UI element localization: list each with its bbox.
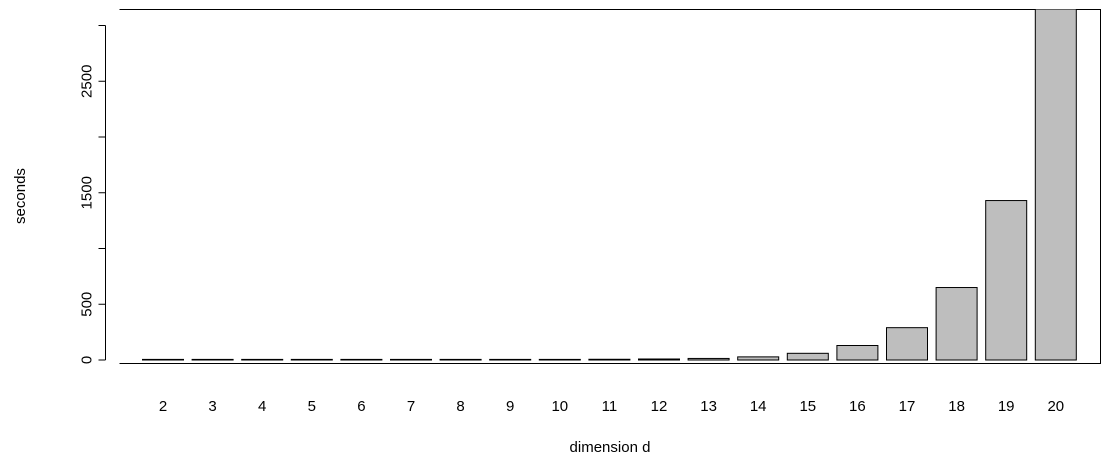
x-tick-label: 6 <box>357 398 365 415</box>
bar <box>290 358 333 361</box>
x-tick-label: 4 <box>258 398 266 415</box>
x-tick-label: 5 <box>308 398 316 415</box>
bars <box>142 9 1077 361</box>
bar <box>638 358 680 361</box>
y-tick-label: 500 <box>79 292 96 317</box>
bar <box>241 358 284 361</box>
y-axis-title: seconds <box>12 168 29 224</box>
x-tick-label: 17 <box>899 398 916 415</box>
x-tick-label: 16 <box>849 398 866 415</box>
bar <box>786 352 829 361</box>
bar <box>836 345 879 361</box>
x-tick-label: 13 <box>700 398 717 415</box>
y-tick-label: 1500 <box>79 176 96 209</box>
bar <box>588 358 631 361</box>
bar <box>737 356 780 361</box>
bar <box>935 287 978 361</box>
x-tick-label: 9 <box>506 398 514 415</box>
bar <box>439 358 482 361</box>
bar <box>538 358 581 361</box>
x-tick-label: 12 <box>651 398 668 415</box>
x-axis-title: dimension d <box>570 439 651 456</box>
x-tick-label: 20 <box>1047 398 1064 415</box>
x-tick-label: 19 <box>998 398 1015 415</box>
x-tick-label: 8 <box>456 398 464 415</box>
bar <box>1034 9 1077 361</box>
bar <box>489 358 532 361</box>
y-axis: 0 500 1500 2500 <box>79 25 106 364</box>
y-tick-label: 0 <box>79 356 96 364</box>
x-tick-label: 3 <box>208 398 216 415</box>
bar <box>390 358 432 361</box>
bar <box>687 357 730 361</box>
bar <box>340 358 383 361</box>
x-tick-label: 14 <box>750 398 767 415</box>
bar <box>142 358 184 361</box>
x-tick-label: 7 <box>407 398 415 415</box>
x-tick-label: 18 <box>948 398 965 415</box>
y-tick-label: 2500 <box>79 65 96 98</box>
bar <box>886 327 928 361</box>
x-tick-label: 10 <box>551 398 568 415</box>
x-tick-label: 15 <box>799 398 816 415</box>
x-tick-label: 2 <box>159 398 167 415</box>
bar <box>191 358 234 361</box>
x-tick-label: 11 <box>602 398 618 415</box>
bar <box>985 200 1028 361</box>
x-tick-labels: 2 3 4 5 6 7 8 9 10 11 12 13 14 15 16 17 18 19 20 <box>159 398 1064 415</box>
